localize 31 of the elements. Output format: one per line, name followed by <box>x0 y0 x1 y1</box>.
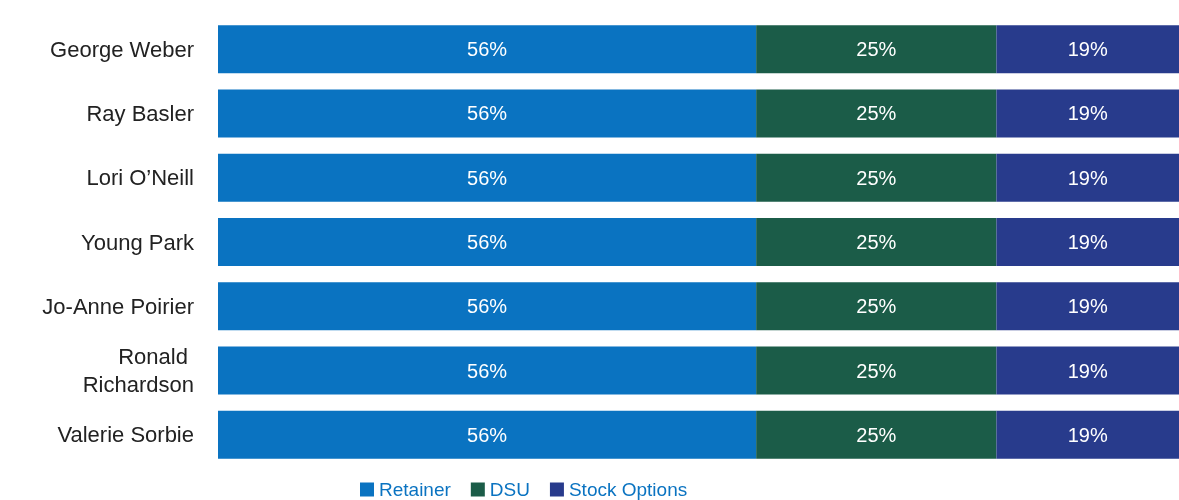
y-tick-label: George Weber <box>50 36 194 62</box>
y-tick-label: Jo-Anne Poirier <box>42 293 194 319</box>
data-label: 56% <box>467 102 508 125</box>
data-label: 19% <box>1067 423 1108 446</box>
y-tick-label: Ray Basler <box>86 100 194 126</box>
y-tick-label: Ronald Richardson <box>82 344 194 398</box>
data-label: 56% <box>467 166 508 189</box>
data-label: 19% <box>1067 295 1108 318</box>
y-tick-label: Valerie Sorbie <box>57 422 194 448</box>
data-label: 25% <box>856 295 897 318</box>
data-label: 56% <box>467 359 508 382</box>
y-tick-label: Lori O’Neill <box>86 165 194 191</box>
data-label: 56% <box>467 423 508 446</box>
data-label: 25% <box>856 166 897 189</box>
data-label: 25% <box>856 102 897 125</box>
y-tick-label: Young Park <box>81 229 195 255</box>
data-label: 56% <box>467 38 508 61</box>
data-label: 56% <box>467 295 508 318</box>
data-label: 25% <box>856 231 897 253</box>
data-label: 19% <box>1067 166 1108 189</box>
data-label: 19% <box>1067 102 1108 125</box>
data-label: 25% <box>856 423 897 446</box>
legend-label: DSU <box>489 479 530 500</box>
legend-label: Retainer <box>379 479 452 500</box>
data-label: 56% <box>467 231 508 253</box>
data-label: 25% <box>856 359 897 382</box>
data-label: 25% <box>856 38 897 61</box>
legend-label: Stock Options <box>568 479 688 500</box>
data-label: 19% <box>1067 231 1108 253</box>
data-label: 19% <box>1067 38 1108 61</box>
data-label: 19% <box>1067 359 1108 382</box>
